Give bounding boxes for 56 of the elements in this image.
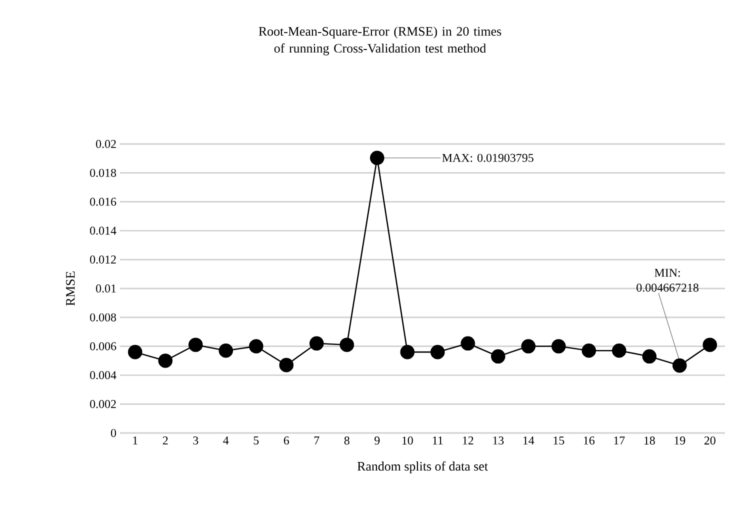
point bbox=[490, 349, 506, 364]
chart-title: Root-Mean-Square-Error (RMSE) in 20 times of running Cross-Validation test method bbox=[258, 26, 502, 56]
y-tick-label: 0.004 bbox=[90, 371, 116, 380]
point bbox=[340, 338, 354, 352]
x-tick-label: 10 bbox=[402, 436, 413, 445]
x-tick-label: 5 bbox=[254, 436, 259, 444]
x-tick-label: 11 bbox=[432, 436, 443, 444]
y-tick-label: 0.01 bbox=[96, 284, 116, 293]
x-tick-label: 14 bbox=[523, 436, 534, 444]
point bbox=[702, 338, 718, 352]
x-tick-label: 16 bbox=[584, 436, 595, 445]
point bbox=[521, 339, 536, 354]
x-tick-label: 1 bbox=[133, 436, 138, 444]
point bbox=[248, 339, 264, 354]
point bbox=[370, 150, 384, 166]
x-tick-label: 7 bbox=[314, 436, 320, 444]
point bbox=[218, 343, 234, 358]
point bbox=[582, 343, 596, 358]
annotation: MAX: 0.01903795 bbox=[442, 154, 534, 162]
point bbox=[460, 336, 476, 351]
y-axis-title: RMSE bbox=[66, 272, 75, 306]
x-tick-label: 8 bbox=[344, 436, 350, 445]
y-tick-label: 0.018 bbox=[90, 168, 116, 177]
x-axis-title: Random splits of data set bbox=[357, 461, 488, 474]
x-tick-label: 19 bbox=[674, 436, 686, 445]
x-tick-label: 9 bbox=[374, 436, 380, 445]
point bbox=[188, 338, 203, 352]
y-tick-label: 0.014 bbox=[90, 226, 116, 235]
x-tick-label: 13 bbox=[493, 436, 504, 445]
y-tick-label: 0.012 bbox=[90, 256, 116, 264]
x-tick-label: 12 bbox=[462, 436, 474, 444]
y-tick-label: 0.002 bbox=[90, 400, 116, 408]
x-tick-label: 2 bbox=[162, 436, 168, 444]
point bbox=[642, 349, 657, 364]
point bbox=[400, 344, 415, 360]
x-tick-label: 4 bbox=[223, 436, 229, 444]
y-tick-label: 0.02 bbox=[96, 140, 116, 148]
point bbox=[128, 344, 142, 360]
x-tick-label: 17 bbox=[614, 436, 625, 444]
x-tick-label: 20 bbox=[704, 436, 716, 445]
point bbox=[430, 344, 445, 360]
y-tick-label: 0.008 bbox=[90, 313, 116, 322]
x-tick-label: 3 bbox=[193, 436, 198, 445]
x-tick-label: 6 bbox=[284, 436, 290, 445]
x-tick-label: 15 bbox=[554, 436, 564, 445]
point bbox=[158, 354, 173, 368]
point bbox=[279, 358, 294, 372]
y-tick-label: 0.016 bbox=[90, 198, 116, 206]
point bbox=[551, 339, 566, 354]
point bbox=[309, 336, 324, 351]
y-tick-label: 0 bbox=[110, 428, 116, 438]
point bbox=[672, 358, 687, 373]
y-tick-label: 0.006 bbox=[90, 342, 116, 350]
point bbox=[612, 343, 626, 358]
x-tick-label: 18 bbox=[644, 436, 655, 445]
annotation: MIN: 0.004667218 bbox=[636, 268, 698, 292]
